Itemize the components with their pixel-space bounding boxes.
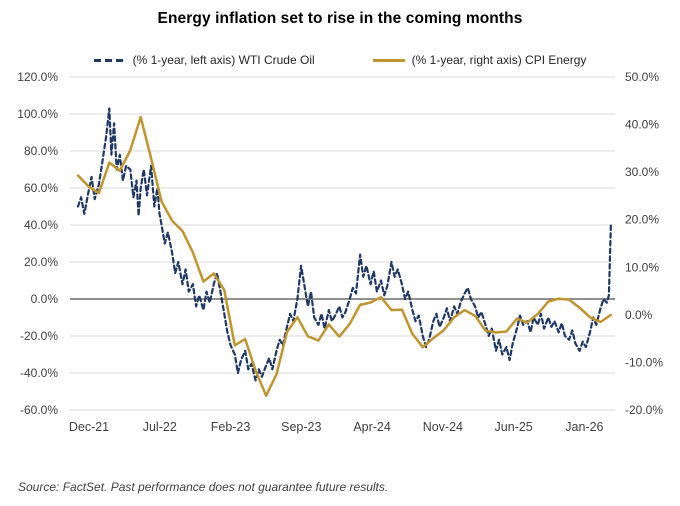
left-axis-tick-label: -20.0% xyxy=(20,329,58,343)
cpi-energy-line xyxy=(76,115,613,397)
source-note: Source: FactSet. Past performance does n… xyxy=(18,480,389,494)
x-axis-tick-label: Feb-23 xyxy=(211,420,251,434)
chart-legend: (% 1-year, left axis) WTI Crude Oil (% 1… xyxy=(0,52,680,68)
left-axis-tick-label: 40.0% xyxy=(24,218,58,232)
right-axis-tick-label: 50.0% xyxy=(625,70,659,84)
chart-title: Energy inflation set to rise in the comi… xyxy=(157,10,523,27)
left-axis-tick-label: 120.0% xyxy=(17,70,58,84)
x-axis-tick-label: Dec-21 xyxy=(69,420,109,434)
left-axis-tick-label: 100.0% xyxy=(17,107,58,121)
x-axis-tick-label: Jan-26 xyxy=(565,420,603,434)
left-axis-tick-label: 60.0% xyxy=(24,181,58,195)
left-axis-tick-label: -60.0% xyxy=(20,403,58,417)
right-axis-tick-label: -20.0% xyxy=(625,403,663,417)
legend-item-cpi: (% 1-year, right axis) CPI Energy xyxy=(372,53,587,67)
right-axis-tick-label: 20.0% xyxy=(625,213,659,227)
left-axis-tick-label: 0.0% xyxy=(31,292,59,306)
left-axis-ticks: 120.0% 100.0% 80.0% 60.0% 40.0% 20.0% 0.0% -20.… xyxy=(17,70,58,417)
x-axis-tick-label: Jun-25 xyxy=(495,420,533,434)
right-axis-ticks: 50.0% 40.0% 30.0% 20.0% 10.0% 0.0% -10.0% -20.0… xyxy=(625,70,663,417)
x-axis-tick-label: Jul-22 xyxy=(143,420,177,434)
cpi-solid-line-swatch xyxy=(372,58,405,62)
right-axis-tick-label: 30.0% xyxy=(625,165,659,179)
legend-label-cpi: (% 1-year, right axis) CPI Energy xyxy=(411,53,587,67)
legend-label-wti: (% 1-year, left axis) WTI Crude Oil xyxy=(132,53,315,67)
right-axis-tick-label: -10.0% xyxy=(625,355,663,369)
x-axis-tick-label: Apr-24 xyxy=(353,420,391,434)
wti-dashed-line-swatch xyxy=(93,58,126,62)
left-axis-tick-label: 20.0% xyxy=(24,255,58,269)
x-axis-tick-label: Nov-24 xyxy=(423,420,463,434)
left-axis-tick-label: -40.0% xyxy=(20,366,58,380)
right-axis-tick-label: 0.0% xyxy=(625,308,653,322)
gridlines xyxy=(70,76,615,411)
left-axis-tick-label: 80.0% xyxy=(24,144,58,158)
wti-crude-oil-line xyxy=(76,107,613,382)
right-axis-tick-label: 40.0% xyxy=(625,118,659,132)
x-axis-ticks: Dec-21 Jul-22 Feb-23 Sep-23 Apr-24 Nov-24 Jun-… xyxy=(69,420,604,434)
legend-item-wti: (% 1-year, left axis) WTI Crude Oil xyxy=(93,53,315,67)
right-axis-tick-label: 10.0% xyxy=(625,260,659,274)
x-axis-tick-label: Sep-23 xyxy=(281,420,321,434)
